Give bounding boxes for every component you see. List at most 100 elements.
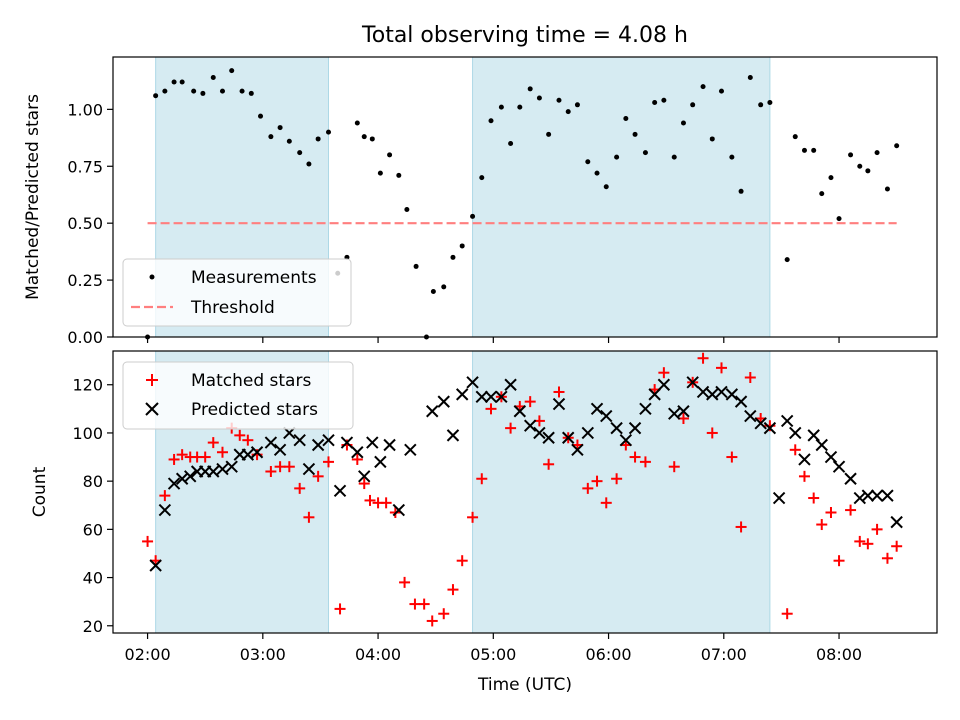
measurement-point: [430, 288, 436, 294]
matched-star-point: [871, 523, 883, 535]
predicted-star-point: [158, 503, 172, 517]
predicted-star-point: [513, 405, 527, 418]
matched-star-point: [283, 461, 295, 473]
y-tick-label: 1.00: [67, 100, 103, 119]
measurement-point: [614, 154, 620, 160]
predicted-star-point: [383, 438, 396, 452]
predicted-star-point: [744, 409, 757, 423]
legend-predicted-label: Predicted stars: [191, 400, 318, 420]
predicted-star-point: [853, 491, 866, 505]
matched-star-point: [176, 449, 188, 461]
predicted-star-point: [844, 472, 857, 485]
measurement-point: [179, 79, 185, 85]
measurement-point: [865, 168, 871, 174]
legend-matched-label: Matched stars: [191, 371, 311, 391]
measurement-point: [661, 97, 667, 103]
y-tick-label: 60: [83, 520, 103, 539]
predicted-star-point: [149, 559, 162, 572]
y-tick-label: 100: [72, 424, 103, 443]
matched-star-point: [274, 461, 286, 473]
predicted-star-point: [446, 429, 460, 442]
predicted-star-point: [798, 453, 811, 466]
measurement-point: [792, 134, 798, 140]
predicted-star-point: [273, 443, 287, 457]
predicted-star-point: [870, 489, 884, 502]
measurement-point: [884, 186, 890, 192]
y-tick-label: 20: [83, 617, 103, 636]
matched-star-point: [845, 504, 857, 516]
x-tick-label: 08:00: [816, 645, 862, 664]
measurement-point: [819, 191, 825, 197]
predicted-star-point: [832, 460, 846, 473]
predicted-star-point: [167, 477, 181, 490]
predicted-star-point: [542, 431, 555, 444]
measurement-point: [828, 175, 834, 181]
predicted-star-point: [571, 443, 584, 457]
measurement-point: [277, 125, 283, 131]
measurement-point: [268, 134, 274, 140]
shaded-interval: [472, 56, 771, 338]
measurement-point: [479, 175, 485, 181]
predicted-star-point: [628, 421, 642, 435]
matched-star-point: [294, 482, 306, 494]
predicted-star-point: [772, 491, 786, 505]
x-axis-label: Time (UTC): [477, 675, 572, 695]
measurement-point: [248, 90, 254, 96]
measurement-point: [836, 216, 842, 222]
matched-star-point: [216, 446, 228, 458]
matched-star-point: [833, 555, 845, 567]
matched-star-point: [543, 458, 555, 470]
matched-star-point: [553, 386, 565, 398]
matched-star-point: [159, 490, 171, 502]
y-tick-label: 0.75: [67, 157, 103, 176]
measurement-point: [801, 147, 807, 153]
matched-star-point: [658, 367, 670, 379]
predicted-star-point: [533, 426, 546, 440]
predicted-star-point: [437, 395, 450, 408]
top-legend: Measurements Threshold: [122, 258, 352, 327]
measurement-point: [306, 161, 312, 167]
predicted-star-point: [225, 460, 238, 473]
top-legend-box: [122, 258, 352, 327]
matched-star-point: [862, 538, 874, 550]
matched-star-point: [591, 475, 603, 487]
measurement-point: [297, 150, 303, 156]
matched-star-point: [312, 470, 324, 482]
measurement-point: [603, 184, 609, 190]
matched-star-point: [265, 466, 277, 478]
predicted-star-point: [789, 426, 802, 440]
matched-star-point: [825, 506, 837, 518]
measurement-point: [450, 254, 456, 260]
measurement-point: [718, 88, 724, 94]
predicted-star-point: [668, 407, 681, 420]
predicted-star-point: [552, 397, 566, 411]
chart-title: Total observing time = 4.08 h: [361, 23, 688, 48]
bottom-panel: 20 40 60 80 100 120 Count Matched stars Predi…: [30, 350, 938, 636]
measurement-point: [894, 143, 900, 149]
measurement-point: [171, 79, 177, 85]
matched-star-point: [485, 403, 497, 415]
measurement-point: [354, 120, 360, 126]
predicted-star-point: [484, 390, 498, 404]
predicted-star-point: [600, 409, 613, 423]
bottom-panel-frame: [112, 350, 938, 634]
predicted-star-point: [475, 390, 488, 404]
top-panel: 0.00 0.25 0.50 0.75 1.00 Matched/Predicted s…: [23, 56, 938, 347]
predicted-star-point: [657, 378, 671, 391]
predicted-star-point: [824, 450, 838, 464]
matched-star-point: [207, 437, 219, 449]
measurement-point: [387, 152, 393, 158]
measurement-point: [229, 68, 235, 74]
measurement-point: [680, 120, 686, 126]
measurement-point: [632, 131, 638, 137]
predicted-star-point: [890, 515, 903, 529]
measurement-point: [556, 97, 562, 103]
matched-star-point: [668, 461, 680, 473]
measurement-point: [441, 284, 447, 290]
predicted-star-point: [216, 462, 229, 476]
predicted-star-point: [184, 470, 197, 483]
measurement-point: [258, 113, 264, 119]
matched-star-point: [242, 434, 254, 446]
x-tick-label: 04:00: [355, 645, 401, 664]
